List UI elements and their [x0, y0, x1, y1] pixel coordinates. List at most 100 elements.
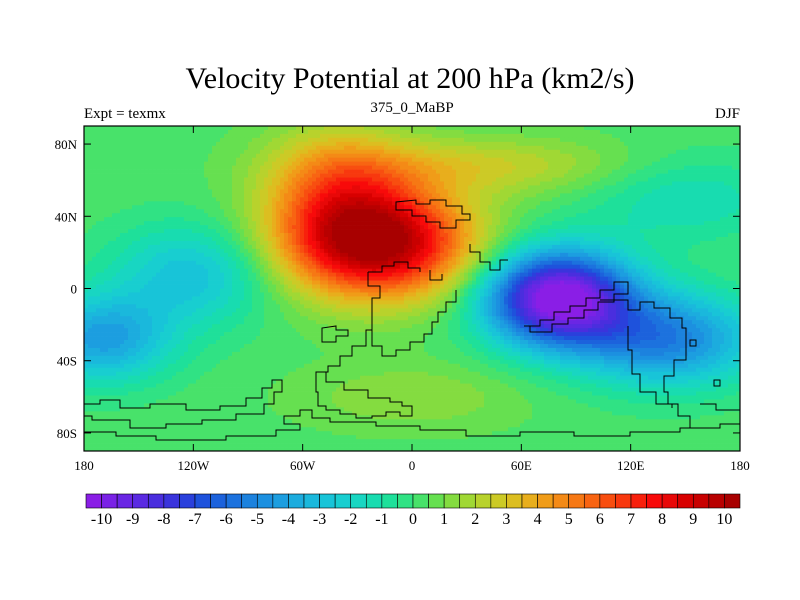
field-cell [488, 141, 493, 147]
field-cell [584, 233, 589, 238]
field-cell [592, 161, 597, 166]
field-cell [140, 217, 145, 222]
field-cell [484, 126, 489, 131]
field-cell [440, 157, 445, 163]
field-cell [424, 169, 429, 174]
field-cell [140, 213, 145, 218]
field-cell [592, 141, 597, 147]
field-cell [600, 233, 605, 238]
field-cell [172, 213, 177, 218]
field-cell [632, 145, 637, 151]
field-cell [328, 236, 333, 242]
field-cell [668, 145, 673, 151]
field-cell [620, 213, 625, 218]
field-cell [668, 129, 673, 135]
field-cell [316, 236, 321, 242]
field-cell [168, 189, 173, 194]
field-cell [264, 149, 269, 155]
field-cell [260, 244, 265, 250]
field-cell [376, 229, 381, 234]
field-cell [384, 129, 389, 135]
field-cell [252, 145, 257, 151]
field-cell [256, 153, 261, 159]
field-cell [492, 133, 497, 139]
field-cell [324, 221, 329, 226]
field-cell [180, 153, 185, 159]
field-cell [540, 129, 545, 135]
field-cell [252, 129, 257, 135]
field-cell [104, 205, 109, 210]
field-cell [600, 153, 605, 159]
field-cell [136, 181, 141, 186]
field-cell [480, 205, 485, 210]
field-cell [232, 217, 237, 222]
field-cell [268, 181, 273, 186]
field-cell [368, 221, 373, 226]
field-cell [300, 189, 305, 194]
field-cell [704, 217, 709, 222]
field-cell [380, 217, 385, 222]
field-cell [620, 137, 625, 143]
field-cell [308, 185, 313, 190]
field-cell [124, 185, 129, 190]
field-cell [288, 189, 293, 194]
field-cell [456, 169, 461, 174]
field-cell [156, 229, 161, 234]
field-cell [604, 240, 609, 246]
field-cell [248, 244, 253, 250]
field-cell [560, 225, 565, 230]
field-cell [204, 133, 209, 139]
field-cell [292, 185, 297, 190]
field-cell [312, 133, 317, 139]
field-cell [296, 165, 301, 170]
field-cell [620, 165, 625, 170]
field-cell [388, 157, 393, 163]
field-cell [124, 236, 129, 242]
field-cell [224, 181, 229, 186]
field-cell [600, 173, 605, 178]
field-cell [296, 169, 301, 174]
field-cell [88, 233, 93, 238]
field-cell [488, 169, 493, 174]
field-cell [440, 181, 445, 186]
field-cell [316, 137, 321, 143]
field-cell [208, 189, 213, 194]
field-cell [264, 177, 269, 182]
field-cell [120, 205, 125, 210]
field-cell [708, 233, 713, 238]
field-cell [316, 217, 321, 222]
field-cell [84, 173, 89, 178]
field-cell [340, 141, 345, 147]
field-cell [332, 205, 337, 210]
field-cell [176, 145, 181, 151]
field-cell [600, 177, 605, 182]
field-cell [432, 236, 437, 242]
field-cell [512, 169, 517, 174]
field-cell [600, 126, 605, 131]
field-cell [728, 225, 733, 230]
field-cell [696, 205, 701, 210]
field-cell [680, 197, 685, 202]
field-cell [536, 225, 541, 230]
field-cell [168, 126, 173, 131]
field-cell [560, 240, 565, 246]
field-cell [456, 229, 461, 234]
field-cell [316, 181, 321, 186]
field-cell [620, 229, 625, 234]
field-cell [436, 201, 441, 206]
field-cell [356, 197, 361, 202]
field-cell [640, 209, 645, 214]
field-cell [452, 177, 457, 182]
field-cell [92, 133, 97, 139]
field-cell [304, 244, 309, 250]
field-cell [284, 201, 289, 206]
field-cell [392, 141, 397, 147]
field-cell [584, 205, 589, 210]
field-cell [640, 197, 645, 202]
field-cell [584, 157, 589, 163]
field-cell [636, 209, 641, 214]
field-cell [96, 236, 101, 242]
field-cell [708, 185, 713, 190]
field-cell [480, 189, 485, 194]
field-cell [640, 193, 645, 198]
